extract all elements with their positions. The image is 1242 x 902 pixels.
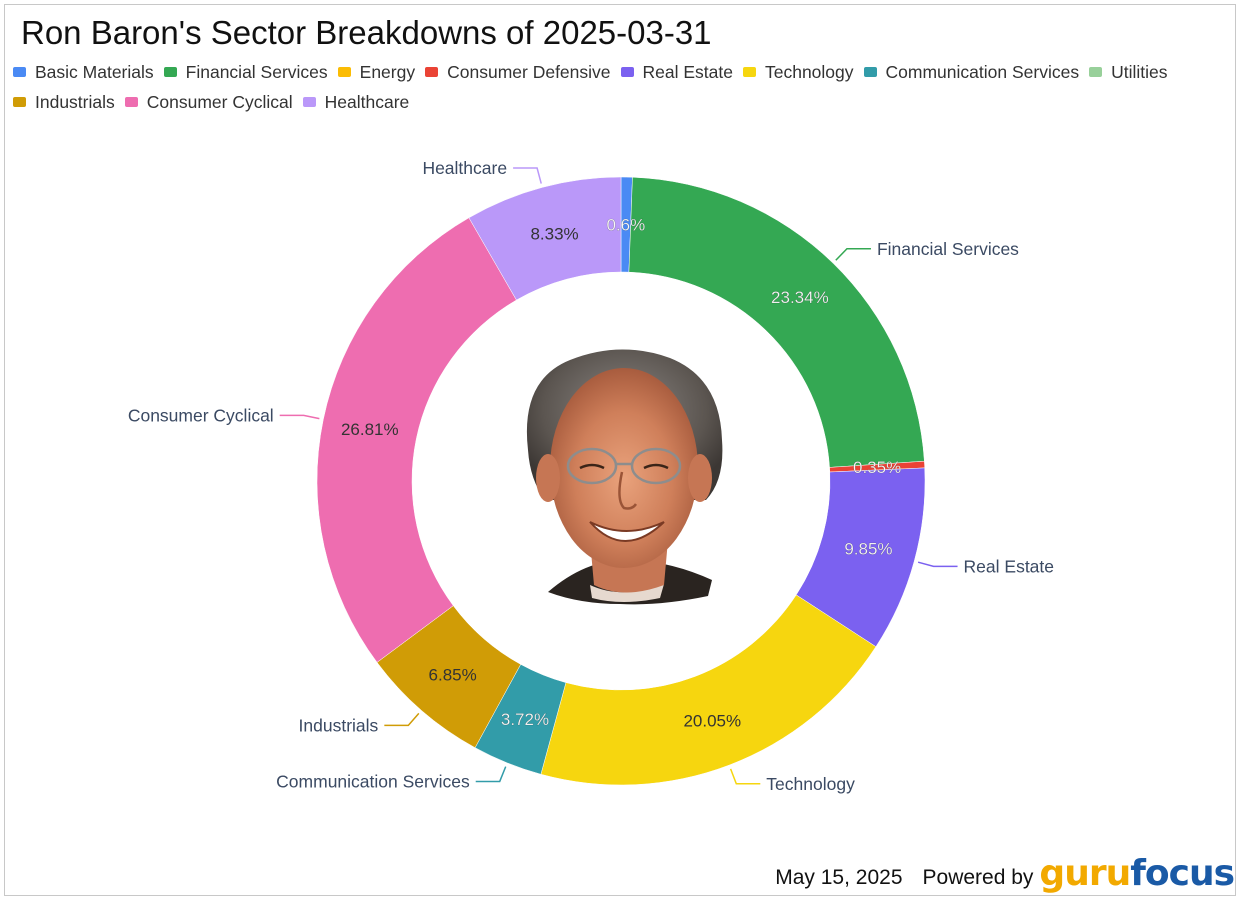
- legend-swatch: [13, 67, 26, 77]
- callout-line: [917, 561, 958, 568]
- callout-line: [835, 248, 871, 261]
- legend-label: Real Estate: [642, 61, 733, 82]
- legend-label: Financial Services: [185, 61, 328, 82]
- legend-item[interactable]: Utilities: [1089, 62, 1167, 82]
- legend: Basic Materials Financial Services Energy C…: [13, 62, 1223, 112]
- callout-label: Industrials: [299, 715, 379, 735]
- footer: May 15, 2025 Powered by gurufocus: [775, 853, 1235, 894]
- slice-percent-label: 23.34%: [771, 288, 829, 307]
- legend-label: Energy: [359, 61, 416, 82]
- legend-label: Utilities: [1111, 61, 1168, 82]
- callouts-group: Financial Services Real Estate Technology C…: [128, 158, 1054, 794]
- callout-label: Financial Services: [877, 239, 1019, 259]
- legend-swatch: [124, 97, 138, 107]
- slice-percent-label: 20.05%: [683, 712, 741, 731]
- legend-swatch: [620, 67, 634, 77]
- callout-label: Communication Services: [276, 771, 470, 791]
- legend-swatch: [425, 67, 439, 77]
- legend-swatch: [1089, 67, 1103, 77]
- legend-label: Healthcare: [324, 91, 410, 112]
- callout-line: [729, 768, 761, 785]
- callout-label: Real Estate: [964, 556, 1054, 576]
- slice-percent-label: 0.6%: [606, 216, 645, 235]
- slice-financial-services[interactable]: [628, 176, 925, 468]
- percent-labels-group: 0.6% 23.34% 0.35% 9.85% 20.05% 3.72% 6.85% 26.8…: [341, 215, 902, 731]
- callout-label: Technology: [766, 774, 855, 794]
- slice-technology[interactable]: [540, 594, 877, 786]
- legend-swatch: [302, 97, 316, 107]
- legend-item[interactable]: Basic Materials: [13, 62, 154, 82]
- legend-label: Technology: [764, 61, 854, 82]
- legend-swatch: [337, 67, 351, 77]
- investor-portrait: [526, 349, 723, 605]
- slice-percent-label: 6.85%: [429, 666, 477, 685]
- legend-label: Consumer Defensive: [447, 61, 611, 82]
- legend-label: Basic Materials: [35, 61, 154, 82]
- callout-label: Consumer Cyclical: [128, 405, 274, 425]
- slice-percent-label: 9.85%: [844, 540, 892, 559]
- powered-by-text: Powered by: [922, 866, 1034, 889]
- legend-item[interactable]: Consumer Cyclical: [124, 91, 293, 112]
- slices-group: [316, 176, 926, 786]
- slice-percent-label: 0.35%: [853, 458, 901, 477]
- gurufocus-logo[interactable]: gurufocus: [1039, 853, 1235, 894]
- legend-swatch: [13, 97, 26, 107]
- legend-item[interactable]: Energy: [337, 61, 416, 82]
- logo-part-guru: guru: [1039, 853, 1131, 894]
- callout-label: Healthcare: [422, 158, 507, 178]
- legend-swatch: [742, 67, 756, 77]
- legend-item[interactable]: Communication Services: [863, 61, 1080, 82]
- footer-date: May 15, 2025: [775, 866, 903, 889]
- legend-label: Industrials: [35, 91, 115, 112]
- legend-swatch: [863, 67, 877, 77]
- slice-consumer-cyclical[interactable]: [316, 217, 517, 663]
- legend-item[interactable]: Financial Services: [163, 61, 328, 82]
- legend-swatch: [163, 67, 177, 77]
- slice-percent-label: 3.72%: [501, 710, 549, 729]
- callout-line: [513, 167, 542, 184]
- chart-title: Ron Baron's Sector Breakdowns of 2025-03…: [21, 14, 712, 51]
- slice-percent-label: 8.33%: [530, 224, 578, 243]
- logo-part-focus: focus: [1130, 853, 1235, 894]
- callout-line: [475, 766, 507, 783]
- callout-line: [279, 414, 320, 420]
- slice-healthcare[interactable]: [468, 176, 622, 301]
- legend-label: Communication Services: [885, 61, 1080, 82]
- legend-item[interactable]: Industrials: [13, 92, 115, 112]
- legend-label: Consumer Cyclical: [146, 91, 293, 112]
- legend-item[interactable]: Real Estate: [620, 61, 733, 82]
- legend-item[interactable]: Consumer Defensive: [425, 61, 611, 82]
- legend-item[interactable]: Technology: [742, 61, 854, 82]
- legend-item[interactable]: Healthcare: [302, 91, 410, 112]
- callout-line: [384, 712, 420, 727]
- slice-percent-label: 26.81%: [341, 420, 399, 439]
